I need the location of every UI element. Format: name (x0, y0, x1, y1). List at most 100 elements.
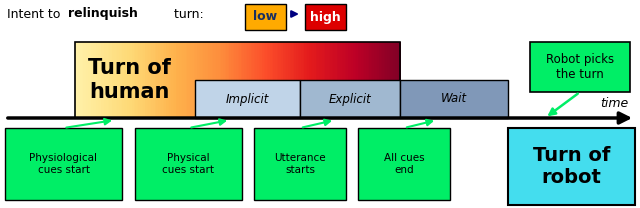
Bar (184, 42, 187, 118)
Bar (226, 42, 229, 118)
Bar (337, 42, 340, 118)
Bar (247, 42, 250, 118)
Bar (388, 42, 392, 118)
Bar (208, 42, 211, 118)
Text: relinquish: relinquish (68, 7, 138, 21)
Bar (255, 42, 259, 118)
Bar (75, 42, 400, 118)
Bar (195, 42, 198, 118)
Bar (95, 42, 97, 118)
Bar (324, 42, 326, 118)
Bar (111, 42, 114, 118)
Bar (192, 42, 195, 118)
Bar (358, 128, 450, 200)
Bar (190, 42, 193, 118)
Bar (215, 42, 218, 118)
Bar (400, 80, 508, 118)
Bar (394, 42, 396, 118)
Bar (98, 42, 100, 118)
Bar (367, 42, 371, 118)
Bar (246, 42, 248, 118)
Bar (200, 42, 203, 118)
Bar (282, 42, 284, 118)
Bar (218, 42, 221, 118)
Bar (398, 42, 401, 118)
Bar (316, 42, 319, 118)
Bar (236, 42, 239, 118)
Bar (296, 42, 299, 118)
Bar (382, 42, 385, 118)
Bar (259, 42, 262, 118)
Bar (381, 42, 383, 118)
Bar (325, 42, 328, 118)
Bar (211, 42, 214, 118)
Bar (360, 42, 362, 118)
Bar (127, 42, 130, 118)
Bar (125, 42, 128, 118)
Bar (340, 42, 343, 118)
Bar (78, 42, 81, 118)
Bar (366, 42, 369, 118)
Bar (210, 42, 212, 118)
Bar (161, 42, 164, 118)
Bar (239, 42, 242, 118)
Bar (171, 42, 174, 118)
Bar (180, 42, 184, 118)
Bar (186, 42, 188, 118)
Bar (372, 42, 375, 118)
Bar (140, 42, 143, 118)
Bar (289, 42, 292, 118)
Bar (108, 42, 111, 118)
Bar (385, 42, 388, 118)
Bar (305, 4, 346, 30)
Bar (168, 42, 170, 118)
Text: Utterance
starts: Utterance starts (274, 153, 326, 175)
Bar (294, 42, 298, 118)
Bar (268, 42, 271, 118)
Bar (267, 42, 269, 118)
Bar (335, 42, 338, 118)
Bar (159, 42, 163, 118)
Bar (120, 42, 124, 118)
Bar (244, 42, 247, 118)
Bar (280, 42, 283, 118)
Bar (198, 42, 202, 118)
Bar (104, 42, 107, 118)
Bar (182, 42, 185, 118)
Bar (88, 42, 91, 118)
Bar (301, 42, 304, 118)
Bar (113, 42, 115, 118)
Bar (176, 42, 179, 118)
Bar (117, 42, 120, 118)
Bar (530, 42, 630, 92)
Bar (5, 128, 122, 200)
Bar (257, 42, 260, 118)
Bar (205, 42, 208, 118)
Bar (131, 42, 133, 118)
Bar (216, 42, 220, 118)
Bar (77, 42, 79, 118)
Bar (164, 42, 167, 118)
Bar (204, 42, 206, 118)
Bar (349, 42, 353, 118)
Bar (99, 42, 102, 118)
Bar (189, 42, 191, 118)
Bar (286, 42, 289, 118)
Bar (220, 42, 223, 118)
Bar (384, 42, 387, 118)
Bar (390, 42, 393, 118)
Text: low: low (253, 10, 278, 24)
Bar (152, 42, 154, 118)
Bar (229, 42, 232, 118)
Bar (395, 42, 398, 118)
Bar (148, 42, 151, 118)
Bar (84, 42, 88, 118)
Text: Intent to: Intent to (7, 7, 65, 21)
Bar (137, 42, 140, 118)
Bar (363, 42, 365, 118)
Bar (83, 42, 86, 118)
Bar (343, 42, 346, 118)
Bar (250, 42, 253, 118)
Bar (241, 42, 244, 118)
Bar (145, 42, 148, 118)
